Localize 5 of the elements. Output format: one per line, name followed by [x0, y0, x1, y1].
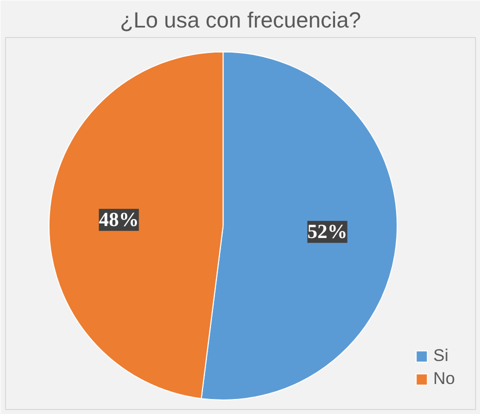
- chart-title: ¿Lo usa con frecuencia?: [120, 8, 361, 32]
- data-label: 48%: [98, 208, 139, 231]
- data-label: 52%: [307, 220, 348, 243]
- legend-label: No: [433, 369, 455, 389]
- legend-label: Si: [433, 346, 450, 366]
